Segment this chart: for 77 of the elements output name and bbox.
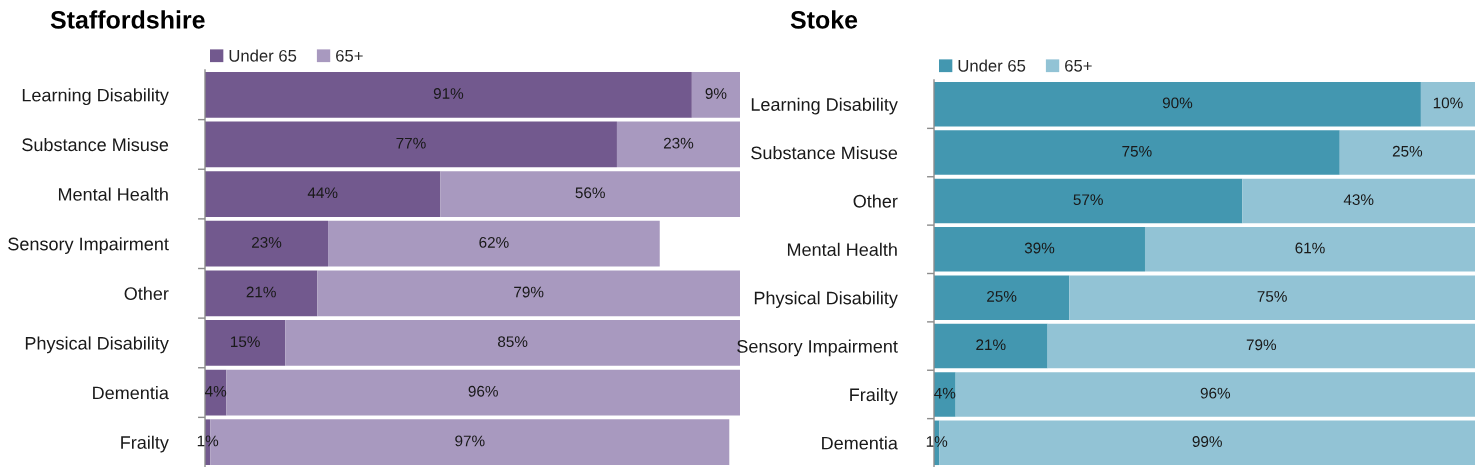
bar xyxy=(205,320,286,366)
data-label: 56% xyxy=(575,187,605,199)
legend-label: Under 65 xyxy=(958,59,1026,72)
y-tick-label: Substance Misuse xyxy=(751,146,898,160)
data-label: 99% xyxy=(1192,436,1222,447)
data-label: 96% xyxy=(1200,387,1231,399)
bar xyxy=(226,369,740,416)
bar xyxy=(691,71,740,118)
bar xyxy=(1420,81,1475,127)
data-label: 97% xyxy=(455,435,485,447)
data-label: 77% xyxy=(396,137,426,149)
data-label: 23% xyxy=(663,137,694,149)
y-tick-label: Dementia xyxy=(93,386,169,400)
data-label: 75% xyxy=(1257,291,1287,302)
bar xyxy=(934,81,1421,127)
y-tick-label: Learning Disability xyxy=(22,88,169,106)
bar xyxy=(934,275,1070,320)
bar xyxy=(955,372,1475,417)
y-tick-label: Dementia xyxy=(822,436,898,450)
data-label: 39% xyxy=(1024,242,1055,254)
bar xyxy=(1069,275,1475,320)
bar xyxy=(934,178,1243,224)
bar xyxy=(205,121,617,168)
data-label: 96% xyxy=(468,385,498,397)
bar xyxy=(934,130,1340,175)
data-label: 57% xyxy=(1073,194,1103,206)
y-tick-label: Learning Disability xyxy=(751,97,898,115)
y-tick-label: Mental Health xyxy=(58,187,168,201)
bar xyxy=(616,121,740,168)
bar xyxy=(205,270,318,317)
y-tick-label: Other xyxy=(124,286,169,301)
y-tick-label: Physical Disability xyxy=(754,291,898,308)
y-tick-label: Frailty xyxy=(850,387,898,405)
bar xyxy=(1144,227,1475,272)
data-label: 21% xyxy=(246,286,276,298)
data-label: 23% xyxy=(252,236,282,248)
data-label: 61% xyxy=(1295,242,1325,254)
data-label: 79% xyxy=(514,286,544,298)
bar xyxy=(205,220,329,267)
bar xyxy=(1242,178,1475,224)
y-tick-label: Physical Disability xyxy=(25,336,169,354)
y-tick-label: Sensory Impairment xyxy=(737,339,898,357)
data-label: 21% xyxy=(976,339,1006,351)
data-label: 10% xyxy=(1433,97,1463,109)
data-label: 9% xyxy=(705,88,727,99)
data-label: 90% xyxy=(1162,97,1193,109)
y-tick-label: Frailty xyxy=(121,435,169,453)
data-label: 4% xyxy=(934,387,956,399)
y-tick-label: Mental Health xyxy=(787,242,897,257)
y-tick-label: Substance Misuse xyxy=(22,137,169,152)
bar xyxy=(205,71,692,118)
bar xyxy=(205,171,441,217)
bar xyxy=(1047,323,1475,369)
data-label: 25% xyxy=(987,290,1017,302)
data-label: 43% xyxy=(1343,194,1374,206)
legend-label: 65+ xyxy=(336,49,363,62)
bar xyxy=(328,220,660,267)
chart-title: Staffordshire xyxy=(50,10,205,29)
y-tick-label: Other xyxy=(853,194,898,208)
y-tick-label: Sensory Impairment xyxy=(8,237,169,254)
bar xyxy=(934,372,956,417)
data-label: 75% xyxy=(1122,145,1152,157)
data-label: 79% xyxy=(1246,339,1277,351)
data-label: 91% xyxy=(433,88,464,99)
data-label: 25% xyxy=(1392,145,1423,157)
data-label: 15% xyxy=(231,336,260,348)
bar xyxy=(934,227,1145,272)
legend-label: 65+ xyxy=(1065,59,1092,72)
bar xyxy=(1339,130,1475,175)
data-label: 62% xyxy=(479,236,509,248)
chart-title: Stoke xyxy=(790,10,858,29)
legend-label: Under 65 xyxy=(229,49,297,62)
data-label: 44% xyxy=(307,187,338,199)
bar xyxy=(934,323,1048,369)
bar xyxy=(440,171,740,217)
data-label: 85% xyxy=(498,336,528,348)
bar xyxy=(317,270,740,317)
